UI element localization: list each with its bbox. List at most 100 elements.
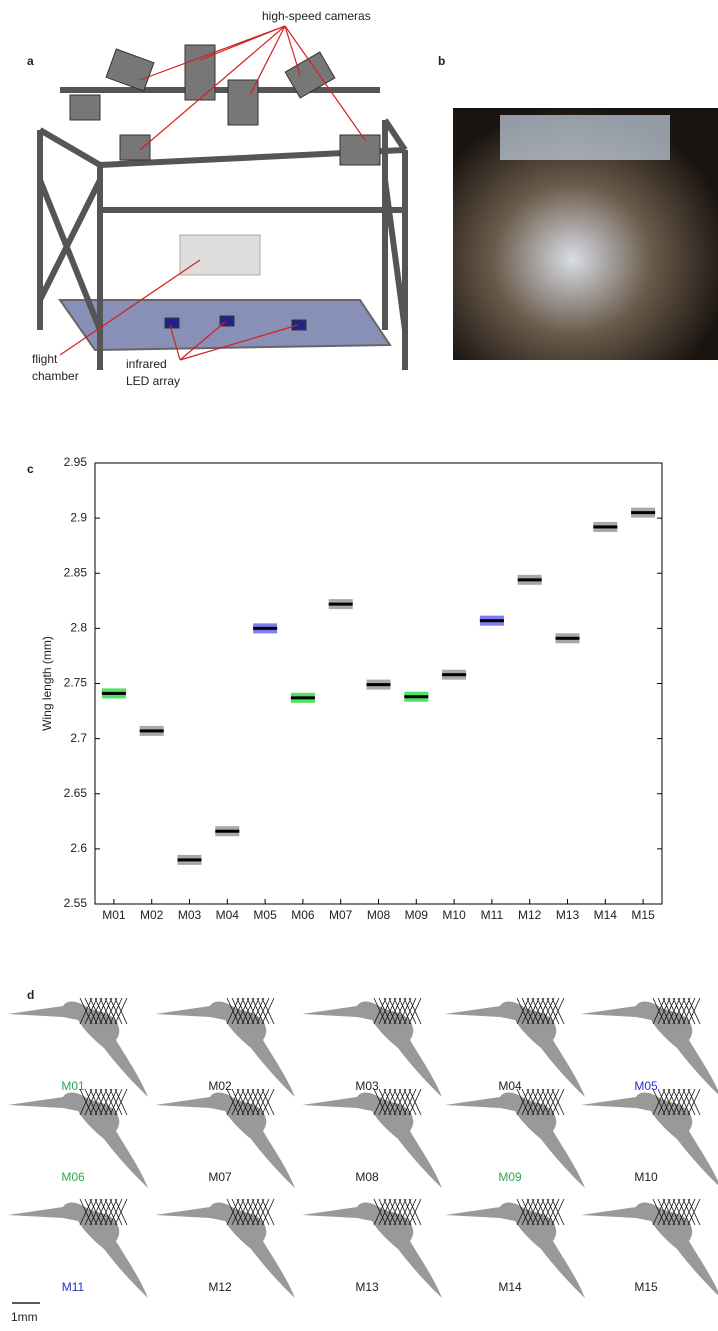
median-line xyxy=(631,511,656,515)
mosquito-body xyxy=(302,1092,442,1188)
median-line xyxy=(479,619,504,623)
wing-strokes xyxy=(516,1198,565,1226)
y-tick-label: 2.6 xyxy=(70,841,87,855)
individual-label: M01 xyxy=(61,1079,85,1093)
x-tick-label: M01 xyxy=(102,908,126,922)
median-line xyxy=(139,729,164,733)
individual-label: M13 xyxy=(355,1280,379,1294)
median-line xyxy=(593,525,618,529)
median-line xyxy=(517,578,542,582)
individual-label: M14 xyxy=(498,1280,522,1294)
wing-strokes xyxy=(373,997,422,1025)
panel-label: c xyxy=(27,462,34,476)
wing-strokes xyxy=(79,1198,128,1226)
y-tick-label: 2.55 xyxy=(64,896,88,910)
y-tick-label: 2.65 xyxy=(64,786,88,800)
wing-strokes xyxy=(226,997,275,1025)
mosquito-body xyxy=(8,1001,148,1097)
mosquito-body xyxy=(445,1001,585,1097)
y-tick-label: 2.85 xyxy=(64,565,88,579)
median-line xyxy=(555,636,580,640)
pointer-lines xyxy=(59,25,366,361)
x-tick-label: M11 xyxy=(481,908,504,922)
mosquito-body xyxy=(8,1092,148,1188)
median-line xyxy=(328,602,353,606)
panel-label: d xyxy=(27,988,34,1002)
mosquito-body xyxy=(302,1001,442,1097)
x-tick-label: M05 xyxy=(253,908,277,922)
chart: 2.55 2.6 2.65 2.7 2.75 2.8 2.85 2.9 2.95 Wing len… xyxy=(40,455,663,922)
individual-label: M02 xyxy=(208,1079,232,1093)
photo-chamber xyxy=(500,115,670,160)
mosquito-body xyxy=(155,1001,295,1097)
annotation: LED array xyxy=(126,374,180,388)
median-line xyxy=(442,673,467,677)
median-line xyxy=(253,626,278,630)
rig-drawing xyxy=(37,87,408,370)
individual-label: M10 xyxy=(634,1170,658,1184)
x-tick-label: M15 xyxy=(631,908,655,922)
annotation: infrared xyxy=(126,357,167,371)
individual-label: M11 xyxy=(62,1280,85,1294)
individual-label: M03 xyxy=(355,1079,379,1093)
wing-strokes xyxy=(373,1088,422,1116)
wing-strokes xyxy=(652,997,701,1025)
y-tick-label: 2.95 xyxy=(64,455,88,469)
x-tick-label: M10 xyxy=(442,908,466,922)
median-line xyxy=(366,683,391,687)
individual-label: M06 xyxy=(61,1170,85,1184)
annotation: chamber xyxy=(32,369,79,383)
mosquito-body xyxy=(581,1001,718,1095)
wing-strokes xyxy=(516,1088,565,1116)
wing-strokes xyxy=(226,1088,275,1116)
y-tick-label: 2.7 xyxy=(70,731,87,745)
mosquito-body xyxy=(581,1092,718,1186)
x-tick-label: M07 xyxy=(329,908,353,922)
y-tick-label: 2.9 xyxy=(70,510,87,524)
y-tick-label: 2.8 xyxy=(70,621,87,635)
individual-label: M12 xyxy=(208,1280,232,1294)
mosquito-body xyxy=(445,1092,585,1188)
wing-strokes xyxy=(373,1198,422,1226)
x-tick-label: M09 xyxy=(405,908,429,922)
wing-strokes xyxy=(652,1088,701,1116)
x-tick-label: M14 xyxy=(594,908,618,922)
mosquito-body xyxy=(155,1202,295,1298)
individual-label: M07 xyxy=(208,1170,232,1184)
wing-strokes xyxy=(516,997,565,1025)
x-tick-label: M12 xyxy=(518,908,542,922)
mosquito-body xyxy=(445,1202,585,1298)
cameras xyxy=(69,44,381,331)
x-tick-label: M08 xyxy=(367,908,391,922)
annotation: high-speed cameras xyxy=(262,9,371,23)
mosquito-body xyxy=(302,1202,442,1298)
mosquito-body xyxy=(8,1202,148,1298)
individual-label: M05 xyxy=(634,1079,658,1093)
wing-strokes xyxy=(652,1198,701,1226)
individual-label: M15 xyxy=(634,1280,658,1294)
individual-label: M08 xyxy=(355,1170,379,1184)
median-line xyxy=(177,858,202,862)
panel-label: b xyxy=(438,54,445,68)
median-line xyxy=(101,691,126,695)
x-tick-label: M04 xyxy=(216,908,240,922)
mosquito-body xyxy=(155,1092,295,1188)
x-tick-label: M02 xyxy=(140,908,164,922)
annotation: flight xyxy=(32,352,58,366)
wing-strokes xyxy=(79,997,128,1025)
x-tick-label: M13 xyxy=(556,908,580,922)
median-line xyxy=(404,695,429,699)
individual-label: M04 xyxy=(498,1079,522,1093)
median-line xyxy=(215,829,240,833)
y-tick-label: 2.75 xyxy=(64,676,88,690)
median-line xyxy=(290,696,315,700)
panel-label: a xyxy=(27,54,34,68)
individual-label: M09 xyxy=(498,1170,522,1184)
wing-strokes xyxy=(226,1198,275,1226)
mosquito-body xyxy=(581,1202,718,1296)
y-axis-label: Wing length (mm) xyxy=(40,636,54,731)
x-tick-label: M03 xyxy=(178,908,202,922)
wing-panel: M01 M02 M03 M04 M05 M06 M07 M08 M09 M10 M11 M12 M13 M… xyxy=(8,997,718,1298)
x-tick-label: M06 xyxy=(291,908,315,922)
